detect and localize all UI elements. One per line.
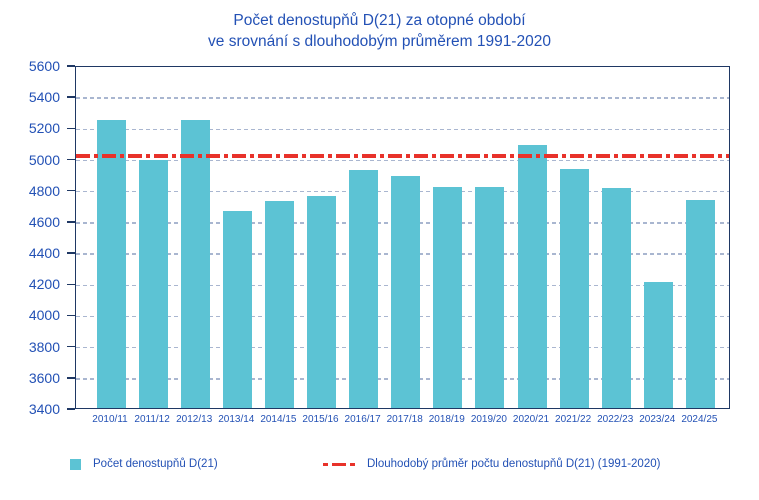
y-tick-label: 3600 xyxy=(28,369,60,386)
x-tick-label: 2019/20 xyxy=(470,414,507,425)
y-tick-label: 3800 xyxy=(28,338,60,355)
x-tick-label: 2011/12 xyxy=(134,414,170,425)
gridline xyxy=(76,97,729,99)
legend-bar-swatch xyxy=(70,458,81,470)
legend-item-average-line: Dlouhodobý průměr počtu denostupňů D(21)… xyxy=(323,455,660,473)
plot-area xyxy=(75,66,730,409)
y-tick-label: 4200 xyxy=(28,276,60,293)
y-axis-labels: 5600 5400 5200 5000 4800 4600 4400 4200 4000 3800… xyxy=(0,59,60,416)
legend-dash-dot-line-swatch xyxy=(323,462,355,466)
x-tick-label: 2014/15 xyxy=(260,414,297,425)
x-tick-label: 2016/17 xyxy=(344,414,381,425)
legend-item-bars: Počet denostupňů D(21) xyxy=(70,455,218,473)
bar-2013/14 xyxy=(222,210,252,408)
y-tick-label: 4800 xyxy=(28,182,60,199)
y-tick-label: 5600 xyxy=(28,58,60,74)
bar-2012/13 xyxy=(180,119,210,408)
y-tick-label: 5000 xyxy=(28,151,60,168)
x-tick-label: 2015/16 xyxy=(302,414,339,425)
legend: Počet denostupňů D(21) Dlouhodobý průměr… xyxy=(0,455,759,475)
y-tick-label: 4600 xyxy=(28,213,60,230)
x-tick-label: 2010/11 xyxy=(92,414,128,425)
bar-2022/23 xyxy=(601,188,631,408)
bar-2021/22 xyxy=(559,169,589,408)
bar-2020/21 xyxy=(517,144,547,408)
x-tick-label: 2017/18 xyxy=(386,414,423,425)
x-tick-label: 2013/14 xyxy=(218,414,255,425)
legend-bar-label: Počet denostupňů D(21) xyxy=(93,458,218,470)
bar-2015/16 xyxy=(307,195,336,408)
x-tick-label: 2020/21 xyxy=(512,414,550,425)
bar-2019/20 xyxy=(475,186,505,408)
y-tick xyxy=(67,314,75,317)
bar-2024/25 xyxy=(685,199,715,408)
average-line xyxy=(76,153,729,158)
bar-2017/18 xyxy=(391,176,421,408)
chart-title-line1: Počet denostupňů D(21) za otopné období xyxy=(233,12,526,29)
bar-2018/19 xyxy=(433,186,463,408)
y-tick xyxy=(67,377,75,379)
chart-title: Počet denostupňů D(21) za otopné období … xyxy=(0,10,759,52)
x-tick-label: 2021/22 xyxy=(555,414,592,425)
x-tick-label: 2022/23 xyxy=(597,414,634,425)
y-tick xyxy=(67,252,75,254)
y-axis-ticks xyxy=(67,65,75,410)
x-tick-label: 2023/24 xyxy=(639,414,676,425)
y-tick-label: 5200 xyxy=(28,120,60,137)
y-tick xyxy=(67,189,75,192)
chart-title-line2: ve srovnání s dlouhodobým průměrem 1991-… xyxy=(208,33,551,50)
x-tick-label: 2024/25 xyxy=(681,414,718,425)
gridline xyxy=(76,159,729,162)
bar-2014/15 xyxy=(264,200,294,408)
y-tick xyxy=(67,96,75,98)
legend-line-label: Dlouhodobý průměr počtu denostupňů D(21)… xyxy=(367,458,661,470)
bar-2011/12 xyxy=(138,160,168,408)
bar-2016/17 xyxy=(349,170,379,408)
y-tick xyxy=(67,65,75,67)
x-axis-labels: 2010/11 2011/12 2012/13 2013/14 2014/15 2015/… xyxy=(75,414,730,430)
y-tick xyxy=(67,127,75,130)
y-tick xyxy=(67,283,75,286)
y-tick xyxy=(67,345,75,348)
y-tick-label: 5400 xyxy=(28,89,60,106)
y-tick xyxy=(67,408,75,410)
y-tick xyxy=(67,221,75,223)
y-tick xyxy=(67,158,75,161)
bar-2023/24 xyxy=(643,281,673,408)
x-tick-label: 2012/13 xyxy=(176,414,213,425)
bar-2010/11 xyxy=(96,119,126,408)
y-tick-label: 3400 xyxy=(28,401,60,417)
y-tick-label: 4400 xyxy=(28,245,60,262)
x-tick-label: 2018/19 xyxy=(428,414,465,425)
y-tick-label: 4000 xyxy=(28,307,60,324)
gridline xyxy=(76,128,729,131)
